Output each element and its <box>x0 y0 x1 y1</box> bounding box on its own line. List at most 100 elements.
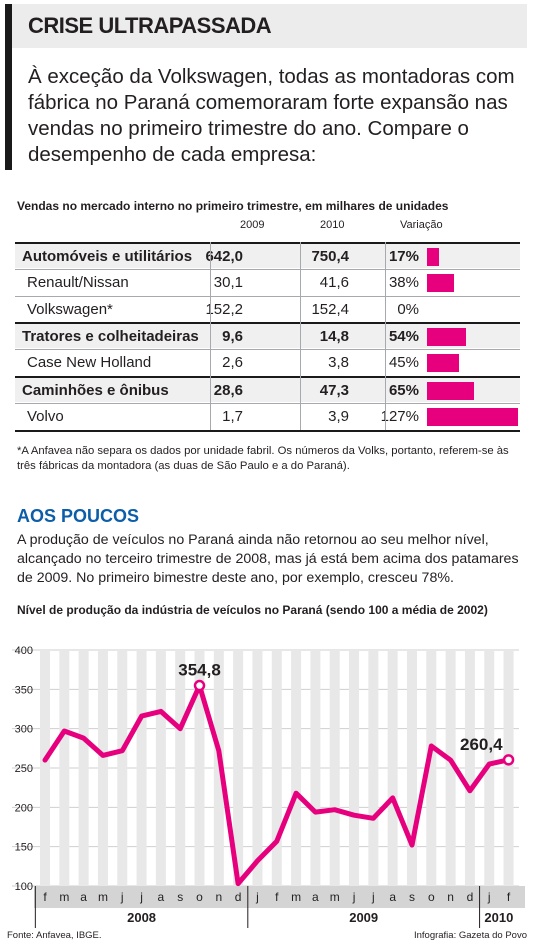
col-head-2010: 2010 <box>320 219 345 231</box>
data-point-marker <box>193 679 206 692</box>
section-title: AOS POUCOS <box>17 506 140 526</box>
row-label: Case New Holland <box>27 354 152 372</box>
value-2009: 2,6 <box>222 354 243 372</box>
month-band <box>78 650 89 886</box>
year-label: 2010 <box>484 910 513 925</box>
section-body: A produção de veículos no Paraná ainda n… <box>17 532 519 586</box>
table-row: Automóveis e utilitários 642,0 750,4 17% <box>15 242 520 268</box>
variation-bar <box>427 407 518 426</box>
x-tick-label: f <box>43 890 47 904</box>
col-head-2009: 2009 <box>240 219 265 231</box>
y-tick-label: 150 <box>15 842 33 854</box>
table-row: Tratores e colheitadeiras 9,6 14,8 54% <box>15 322 520 349</box>
month-band <box>368 650 379 886</box>
table-bottom-rule <box>15 429 520 432</box>
row-label: Volkswagen* <box>27 300 113 318</box>
month-band <box>271 650 282 886</box>
table-row: Renault/Nissan 30,1 41,6 38% <box>15 268 520 295</box>
value-variation: 38% <box>388 273 419 291</box>
value-variation: 45% <box>388 354 419 372</box>
table-row: Volkswagen* 152,2 152,4 0% <box>15 295 520 322</box>
month-band <box>175 650 186 886</box>
column-separator <box>210 242 211 430</box>
variation-bar <box>427 273 455 292</box>
x-tick-label: a <box>312 890 319 904</box>
x-tick-label: d <box>235 890 242 904</box>
column-separator <box>385 242 386 430</box>
month-band <box>40 650 50 886</box>
page-title: CRISE ULTRAPASSADA <box>28 13 272 38</box>
row-label: Renault/Nissan <box>27 273 129 291</box>
x-tick-label: j <box>352 890 356 904</box>
data-label: 354,8 <box>178 661 221 680</box>
lead-rule <box>5 48 12 170</box>
value-variation: 17% <box>388 248 419 265</box>
month-band <box>310 650 321 886</box>
x-tick-label: o <box>196 890 203 904</box>
row-label: Automóveis e utilitários <box>22 248 193 265</box>
value-2009: 28,6 <box>213 382 243 399</box>
x-tick-label: m <box>291 890 301 904</box>
column-separator <box>300 242 301 430</box>
row-label: Tratores e colheitadeiras <box>22 328 199 346</box>
value-variation: 0% <box>397 300 419 318</box>
month-band <box>155 650 166 886</box>
value-2010: 152,4 <box>311 300 349 318</box>
value-2010: 3,9 <box>328 407 349 425</box>
x-tick-label: s <box>409 890 415 904</box>
value-2010: 3,8 <box>328 354 349 372</box>
month-band <box>406 650 417 886</box>
col-head-variation: Variação <box>400 219 443 231</box>
x-tick-label: m <box>98 890 108 904</box>
value-variation: 127% <box>380 407 419 425</box>
value-2010: 14,8 <box>319 328 349 346</box>
value-2009: 9,6 <box>222 328 243 346</box>
month-band <box>387 650 398 886</box>
x-tick-label: s <box>177 890 183 904</box>
month-band <box>233 650 244 886</box>
value-2009: 642,0 <box>205 248 243 265</box>
series-line <box>42 683 511 887</box>
month-band <box>464 650 475 886</box>
value-variation: 65% <box>388 382 419 399</box>
y-tick-label: 100 <box>15 881 33 893</box>
year-label: 2009 <box>349 910 378 925</box>
table-caption: Vendas no mercado interno no primeiro tr… <box>17 199 449 213</box>
row-label: Caminhões e ônibus <box>22 382 169 399</box>
x-tick-label: m <box>59 890 69 904</box>
x-tick-label: n <box>215 890 222 904</box>
y-tick-label: 400 <box>15 645 33 657</box>
year-label: 2008 <box>127 910 156 925</box>
y-tick-label: 200 <box>15 802 33 814</box>
x-tick-label: d <box>467 890 474 904</box>
data-point-marker <box>502 754 515 766</box>
x-axis-band <box>34 886 525 908</box>
variation-bar <box>427 248 440 266</box>
x-tick-label: m <box>330 890 340 904</box>
value-2009: 30,1 <box>213 273 243 291</box>
value-2010: 750,4 <box>311 248 349 265</box>
month-band <box>97 650 108 886</box>
variation-bar <box>427 382 474 400</box>
x-tick-label: o <box>428 890 435 904</box>
chart-title: Nível de produção da indústria de veícul… <box>17 603 488 617</box>
table-row: Case New Holland 2,6 3,8 45% <box>15 349 520 375</box>
source-text: Fonte: Anfavea, IBGE. <box>7 930 102 941</box>
month-band <box>136 650 147 886</box>
value-2010: 41,6 <box>319 273 349 291</box>
x-tick-label: f <box>275 890 279 904</box>
y-tick-label: 250 <box>15 763 33 775</box>
month-band <box>59 650 70 886</box>
variation-bar <box>427 328 466 347</box>
x-tick-label: n <box>447 890 454 904</box>
month-band <box>349 650 360 886</box>
value-2009: 152,2 <box>205 300 243 318</box>
variation-bar <box>427 354 460 373</box>
x-tick-label: j <box>120 890 124 904</box>
table-footnote: *A Anfavea não separa os dados por unida… <box>17 445 509 472</box>
month-band <box>503 650 514 886</box>
month-band <box>252 650 263 886</box>
month-band <box>445 650 456 886</box>
x-tick-label: a <box>389 890 396 904</box>
